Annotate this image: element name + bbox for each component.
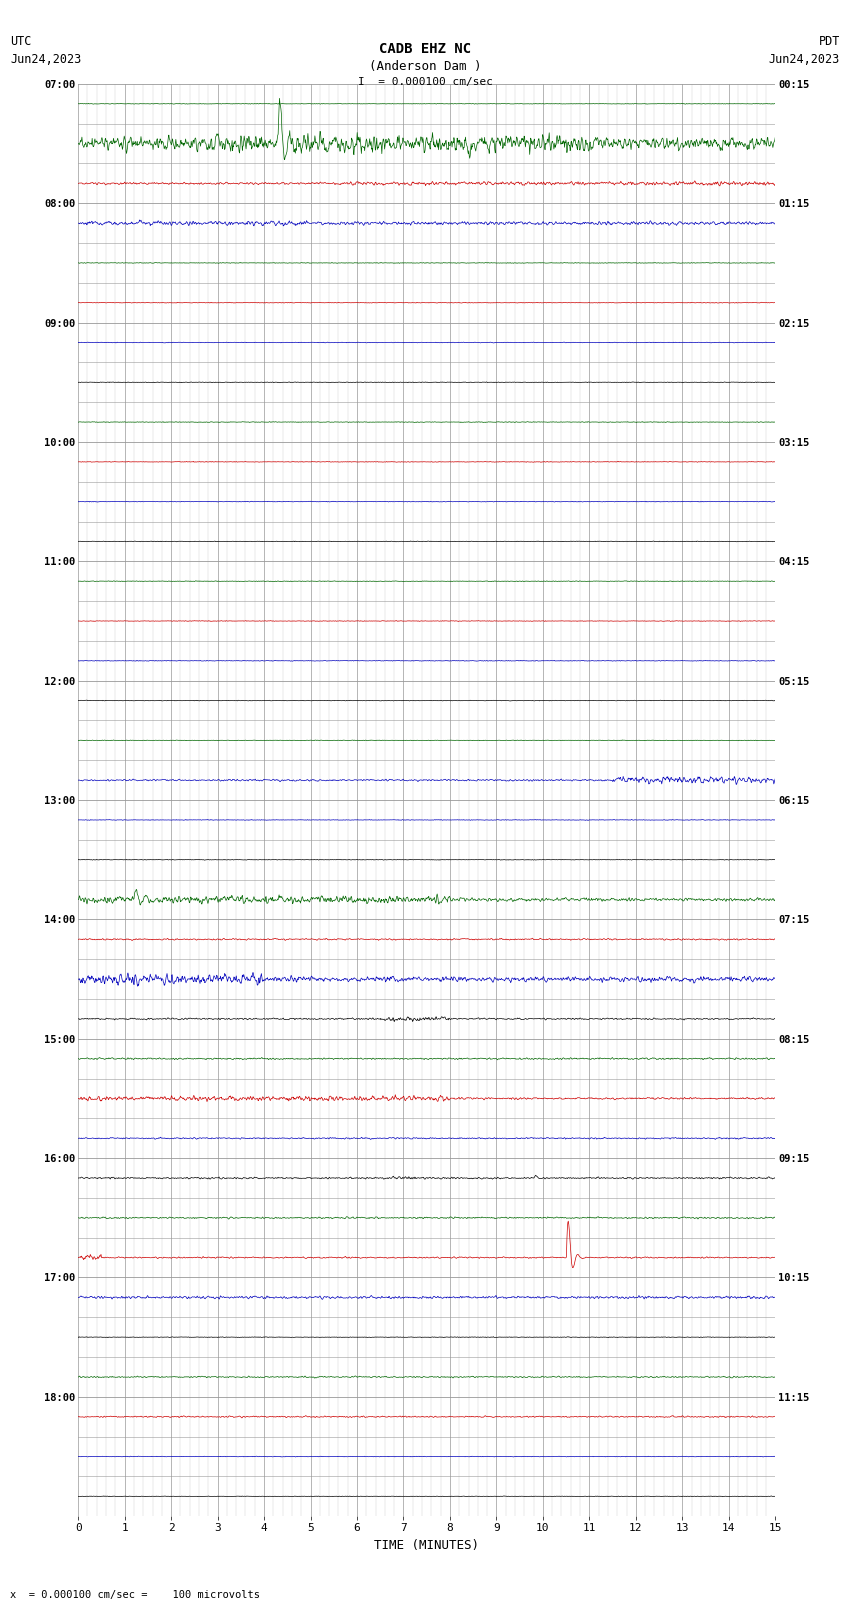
X-axis label: TIME (MINUTES): TIME (MINUTES) bbox=[374, 1539, 479, 1552]
Text: UTC: UTC bbox=[10, 35, 31, 48]
Text: x  = 0.000100 cm/sec =    100 microvolts: x = 0.000100 cm/sec = 100 microvolts bbox=[10, 1590, 260, 1600]
Text: (Anderson Dam ): (Anderson Dam ) bbox=[369, 60, 481, 73]
Text: PDT: PDT bbox=[819, 35, 840, 48]
Text: I  = 0.000100 cm/sec: I = 0.000100 cm/sec bbox=[358, 77, 492, 87]
Text: Jun24,2023: Jun24,2023 bbox=[768, 53, 840, 66]
Text: CADB EHZ NC: CADB EHZ NC bbox=[379, 42, 471, 56]
Text: Jun24,2023: Jun24,2023 bbox=[10, 53, 82, 66]
